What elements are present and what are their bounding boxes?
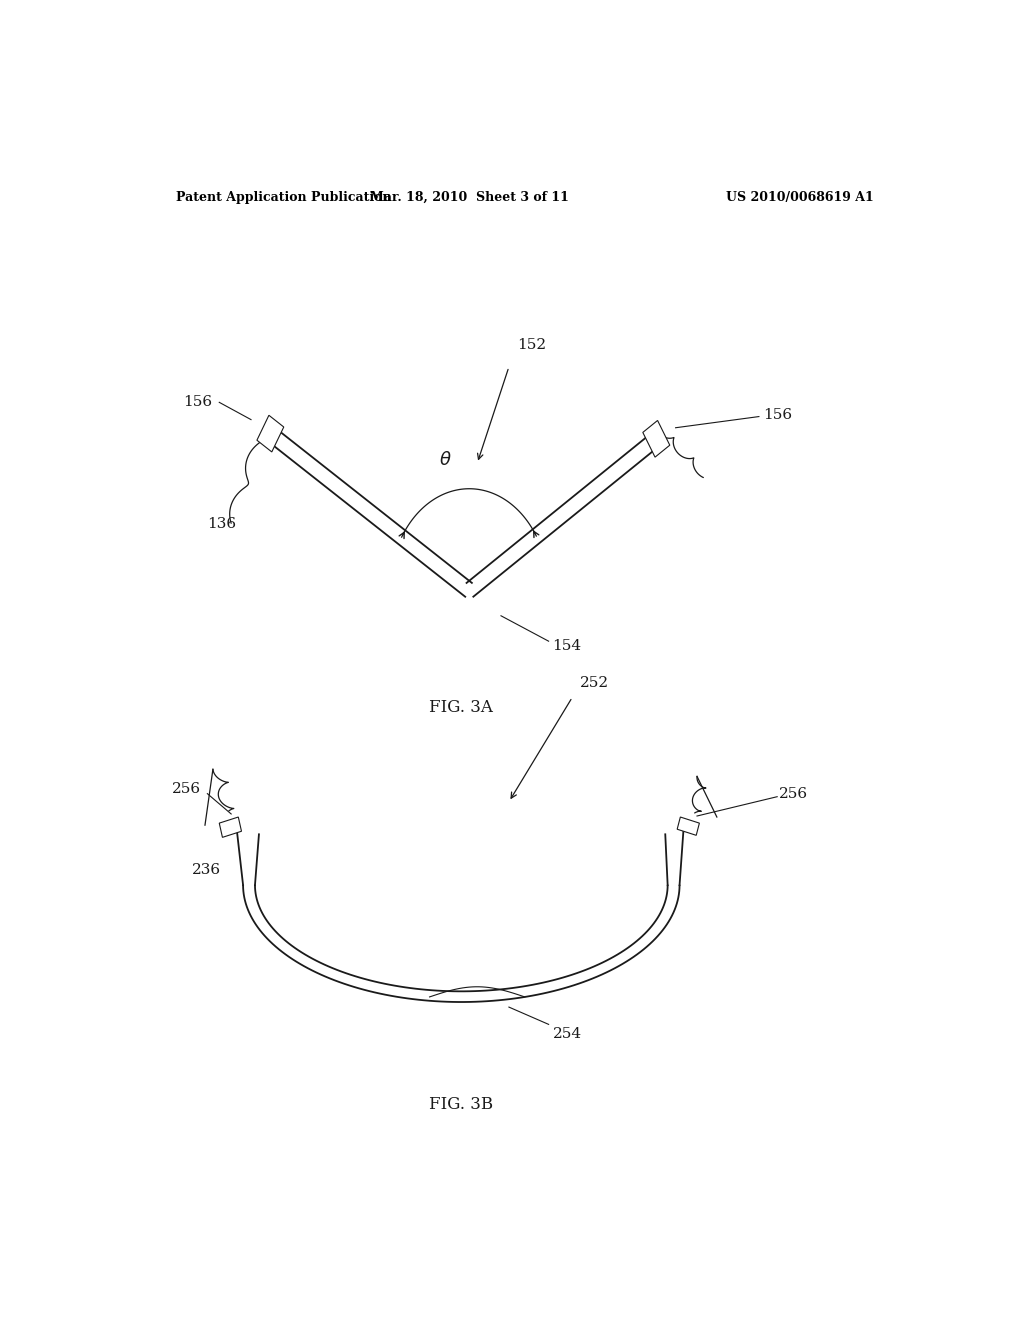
Text: $\theta$: $\theta$ <box>439 451 452 469</box>
Text: Mar. 18, 2010  Sheet 3 of 11: Mar. 18, 2010 Sheet 3 of 11 <box>370 190 568 203</box>
Polygon shape <box>643 421 670 457</box>
Text: 156: 156 <box>763 408 792 421</box>
Polygon shape <box>219 817 242 837</box>
Text: FIG. 3B: FIG. 3B <box>429 1096 494 1113</box>
Text: Patent Application Publication: Patent Application Publication <box>176 190 391 203</box>
Text: 256: 256 <box>778 787 808 801</box>
Text: 156: 156 <box>183 395 213 409</box>
Text: 136: 136 <box>207 517 237 532</box>
Text: FIG. 3A: FIG. 3A <box>429 700 494 717</box>
Text: 236: 236 <box>191 863 220 876</box>
Text: 154: 154 <box>553 639 582 653</box>
Polygon shape <box>677 817 699 836</box>
Polygon shape <box>257 416 284 451</box>
Text: 256: 256 <box>172 781 201 796</box>
Text: 152: 152 <box>517 338 546 351</box>
Text: US 2010/0068619 A1: US 2010/0068619 A1 <box>726 190 873 203</box>
Text: 254: 254 <box>553 1027 582 1041</box>
Text: 252: 252 <box>581 676 609 690</box>
